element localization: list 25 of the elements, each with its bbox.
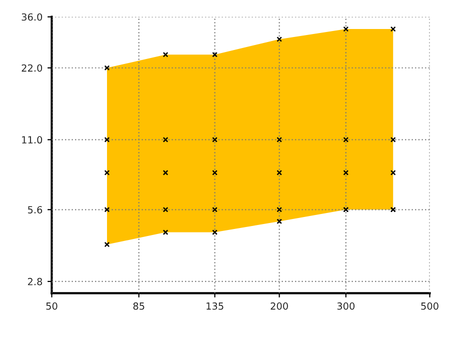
point xyxy=(162,230,168,235)
x-tick-label: 85 xyxy=(133,302,144,310)
point xyxy=(104,242,110,248)
y-tick-label: 36.0 xyxy=(22,13,42,21)
point xyxy=(390,170,396,176)
x-tick-label: 200 xyxy=(270,302,288,310)
point xyxy=(276,170,282,176)
point xyxy=(162,170,168,176)
y-tick-label: 22.0 xyxy=(22,64,42,72)
point xyxy=(276,136,282,142)
y-tick-label: 11.0 xyxy=(22,136,42,144)
point xyxy=(104,170,110,176)
point xyxy=(390,136,396,142)
x-tick-label: 135 xyxy=(206,302,224,310)
point xyxy=(162,206,168,212)
x-tick-label: 300 xyxy=(337,302,355,310)
point xyxy=(104,136,110,142)
y-tick-label: 5.6 xyxy=(28,206,42,214)
point xyxy=(104,206,110,212)
x-tick-label: 50 xyxy=(46,302,58,310)
x-tick-label: 500 xyxy=(421,302,438,310)
y-tick-label: 2.8 xyxy=(28,278,42,286)
point xyxy=(276,206,282,212)
point xyxy=(276,218,282,224)
point xyxy=(162,136,168,142)
